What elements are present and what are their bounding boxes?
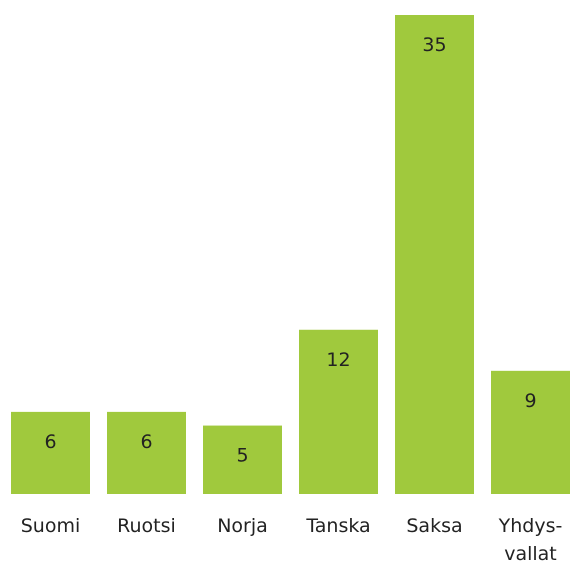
x-tick-label: Tanska (305, 515, 370, 537)
x-tick-label: Yhdys-vallat (498, 515, 563, 563)
label-line: Ruotsi (117, 515, 176, 537)
x-tick-label: Saksa (406, 515, 462, 537)
bar (491, 370, 570, 494)
x-tick-label: Ruotsi (117, 515, 176, 537)
value-label: 6 (44, 431, 56, 453)
bar (107, 411, 186, 494)
bar (395, 15, 474, 494)
value-label: 5 (236, 445, 248, 467)
x-tick-label: Norja (217, 515, 268, 537)
value-label: 9 (524, 390, 536, 412)
bar (299, 329, 378, 494)
x-tick-label: Suomi (21, 515, 81, 537)
bar (11, 411, 90, 494)
bar (203, 425, 282, 494)
value-label: 6 (140, 431, 152, 453)
label-line: vallat (504, 543, 557, 563)
label-line: Saksa (406, 515, 462, 537)
label-line: Suomi (21, 515, 81, 537)
value-label: 35 (422, 34, 446, 56)
label-line: Tanska (305, 515, 370, 537)
label-line: Norja (217, 515, 268, 537)
label-line: Yhdys- (498, 515, 563, 537)
value-label: 12 (326, 349, 350, 371)
